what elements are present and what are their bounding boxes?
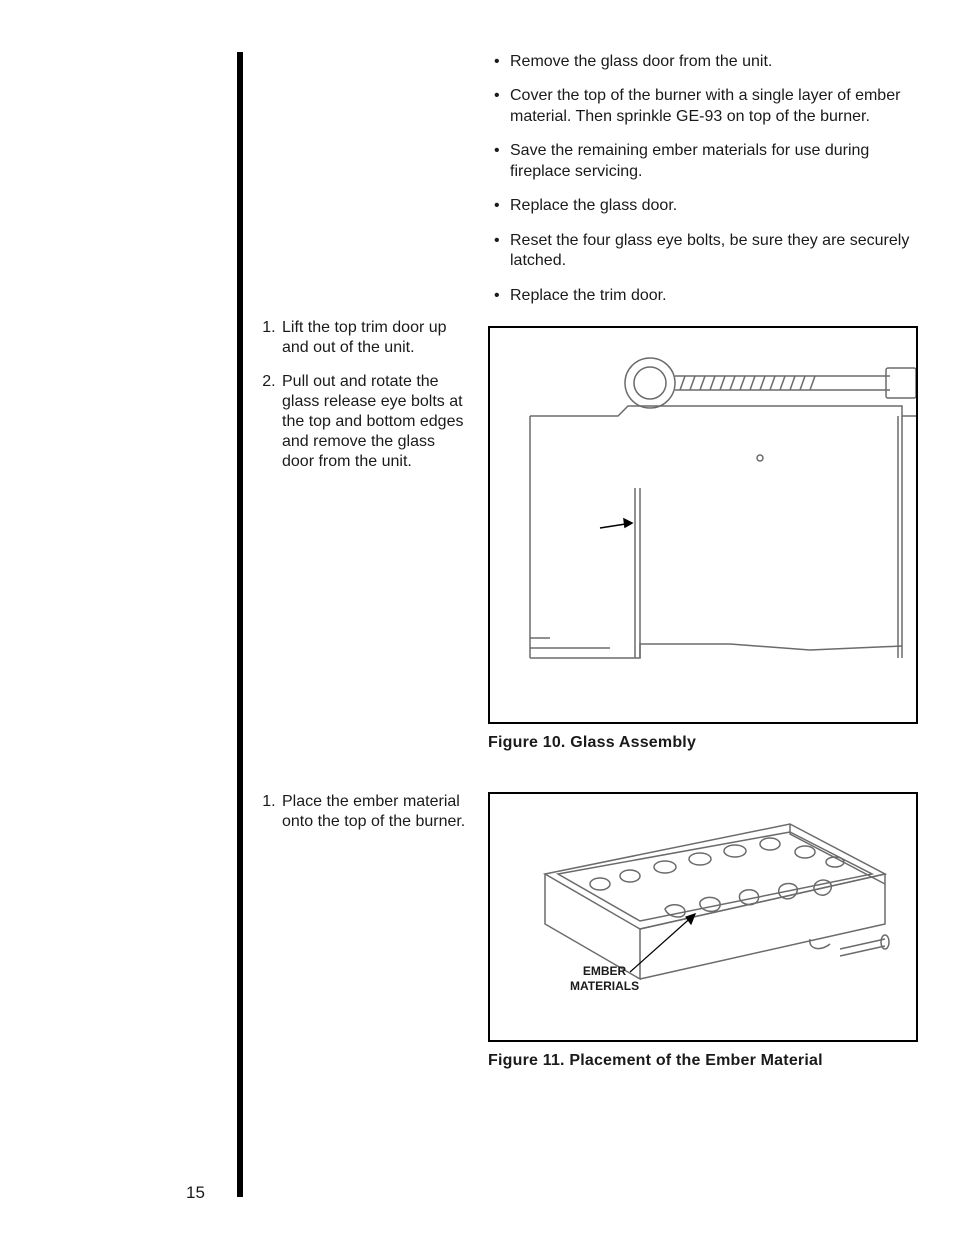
figure-10-block: Figure 10. Glass Assembly [488, 326, 918, 752]
top-bullet-column: Remove the glass door from the unit. Cov… [488, 52, 918, 326]
left-numbered-steps-2: Place the ember material onto the top of… [258, 792, 468, 846]
page-number: 15 [186, 1183, 205, 1203]
step-item: Lift the top trim door up and out of the… [280, 318, 468, 358]
ember-label-line-1: EMBER [583, 964, 626, 978]
instruction-bullet-list: Remove the glass door from the unit. Cov… [488, 52, 918, 306]
bullet-item: Remove the glass door from the unit. [510, 52, 918, 72]
glass-assembly-section: Lift the top trim door up and out of the… [258, 326, 918, 752]
bullet-item: Replace the glass door. [510, 196, 918, 216]
glass-assembly-diagram [490, 328, 916, 722]
figure-11-frame: EMBER MATERIALS [488, 792, 918, 1042]
left-numbered-steps-1: Lift the top trim door up and out of the… [258, 318, 468, 486]
ember-label-line-2: MATERIALS [570, 979, 639, 993]
bullet-item: Replace the trim door. [510, 286, 918, 306]
vertical-divider [237, 52, 243, 1197]
content-area: Remove the glass door from the unit. Cov… [258, 52, 918, 1070]
bullet-item: Cover the top of the burner with a singl… [510, 86, 918, 127]
manual-page: 15 Remove the glass door from the unit. … [0, 0, 954, 1235]
bullet-item: Save the remaining ember materials for u… [510, 141, 918, 182]
figure-10-frame [488, 326, 918, 724]
step-item: Pull out and rotate the glass release ey… [280, 372, 468, 472]
ember-materials-label: EMBER MATERIALS [570, 964, 639, 994]
ember-placement-section: Place the ember material onto the top of… [258, 792, 918, 1070]
ember-placement-diagram [490, 794, 916, 1040]
step-item: Place the ember material onto the top of… [280, 792, 468, 832]
figure-10-caption: Figure 10. Glass Assembly [488, 734, 918, 752]
numbered-list-2: Place the ember material onto the top of… [258, 792, 468, 832]
numbered-list-1: Lift the top trim door up and out of the… [258, 318, 468, 472]
figure-11-caption: Figure 11. Placement of the Ember Materi… [488, 1052, 918, 1070]
figure-11-block: EMBER MATERIALS Figure 11. Placement of … [488, 792, 918, 1070]
bullet-item: Reset the four glass eye bolts, be sure … [510, 231, 918, 272]
